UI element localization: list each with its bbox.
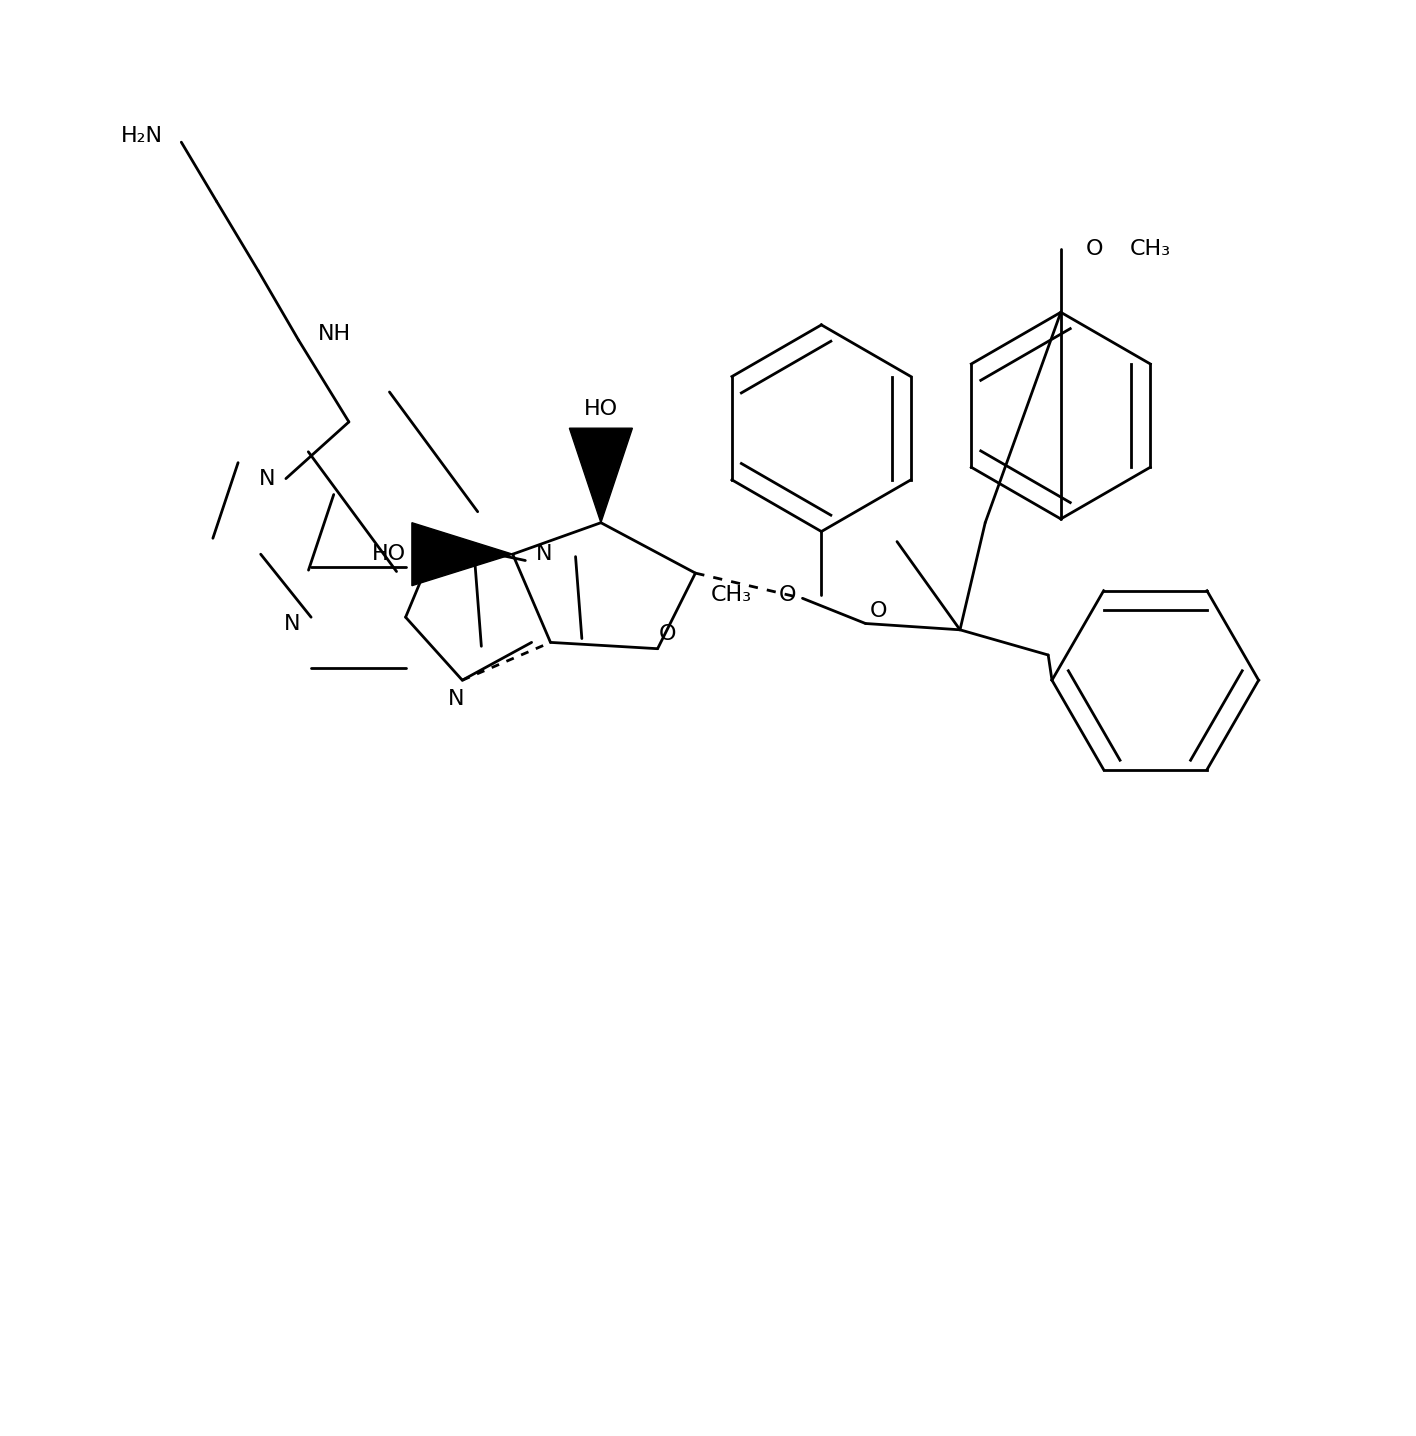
Text: O: O: [869, 600, 886, 620]
Text: N: N: [447, 689, 464, 709]
Text: H₂N: H₂N: [120, 126, 163, 146]
Text: N: N: [259, 468, 275, 488]
Polygon shape: [569, 428, 633, 523]
Text: O: O: [779, 584, 796, 605]
Text: CH₃: CH₃: [711, 584, 752, 605]
Text: O: O: [658, 623, 677, 643]
Text: N: N: [535, 544, 552, 564]
Text: O: O: [1086, 240, 1103, 260]
Polygon shape: [412, 523, 513, 586]
Text: N: N: [285, 613, 300, 633]
Text: NH: NH: [317, 323, 351, 343]
Text: HO: HO: [371, 544, 405, 564]
Text: HO: HO: [583, 399, 617, 419]
Text: CH₃: CH₃: [1130, 240, 1171, 260]
